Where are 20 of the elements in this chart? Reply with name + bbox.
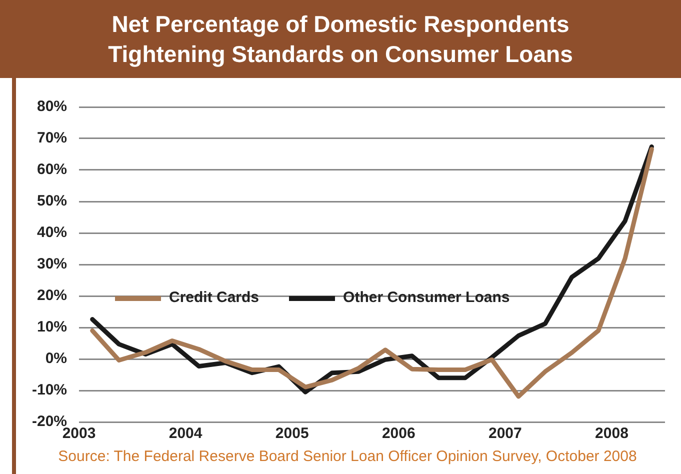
- source-note: Source: The Federal Reserve Board Senior Loan Officer Opinion Survey, October 2008: [57, 448, 638, 465]
- legend-label: Credit Cards: [168, 289, 260, 306]
- y-tick-label: 80%: [36, 98, 68, 116]
- y-tick-label: 70%: [36, 130, 68, 147]
- y-tick-label: 10%: [36, 318, 68, 336]
- x-tick-label: 2004: [168, 425, 203, 442]
- x-tick-label: 2007: [488, 425, 522, 442]
- y-tick-label: 30%: [36, 256, 68, 273]
- x-tick-label: 2008: [595, 425, 628, 442]
- x-tick-label: 2006: [382, 425, 416, 442]
- legend-label: Other Consumer Loans: [342, 289, 510, 306]
- y-tick-label: 20%: [36, 287, 68, 304]
- y-tick-label: 50%: [36, 192, 68, 210]
- chart-title: Net Percentage of Domestic Respondents Tightening Standards on Consumer Loans: [0, 0, 681, 78]
- x-tick-label: 2003: [62, 425, 96, 442]
- y-tick-label: 40%: [36, 224, 68, 242]
- y-tick-label: 0%: [45, 350, 68, 368]
- y-tick-label: -10%: [32, 382, 68, 399]
- y-tick-label: 60%: [36, 161, 68, 178]
- x-tick-label: 2005: [275, 425, 309, 442]
